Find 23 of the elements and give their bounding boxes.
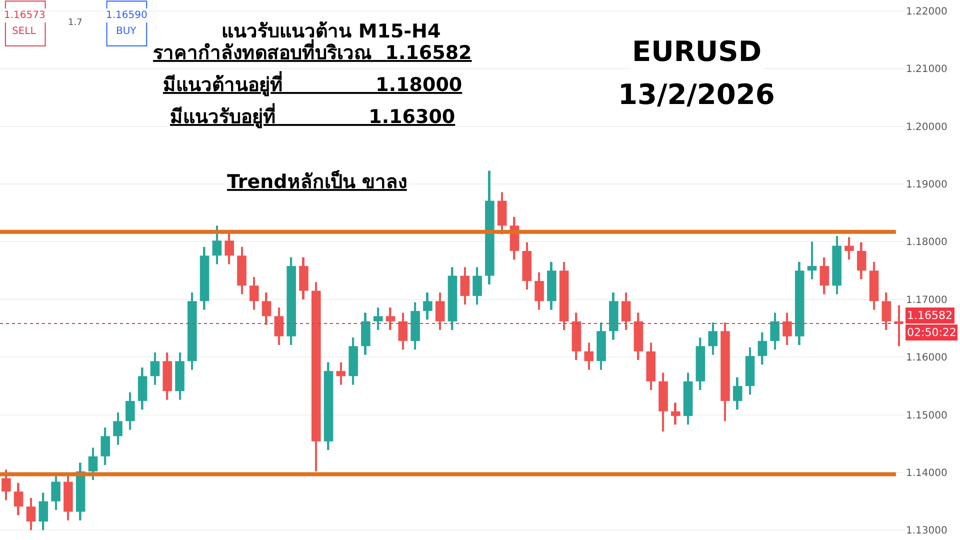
ref-line-label: 1.16582 bbox=[907, 309, 952, 322]
y-tick-label: 1.21000 bbox=[906, 64, 948, 76]
y-tick-label: 1.20000 bbox=[906, 122, 948, 133]
y-tick-label: 1.17000 bbox=[906, 294, 948, 306]
y-tick-label: 1.19000 bbox=[906, 180, 948, 191]
y-tick-label: 1.13000 bbox=[906, 526, 948, 537]
annotation: 1.7 bbox=[68, 18, 82, 28]
annotation: BUY bbox=[116, 26, 138, 37]
y-tick-label: 1.22000 bbox=[906, 6, 948, 18]
annotation: 1.16590 bbox=[106, 10, 148, 21]
annotation: SELL bbox=[12, 26, 36, 37]
annotation: 1.16573 bbox=[4, 10, 46, 21]
y-tick-label: 1.16000 bbox=[906, 352, 948, 364]
annotation: มีแนวรับอยู่ที่ 1.16300 bbox=[170, 103, 456, 129]
annotation: Trendหลักเป็น ขาลง bbox=[227, 169, 407, 193]
y-tick-label: 1.18000 bbox=[906, 237, 948, 248]
annotation: EURUSD bbox=[632, 35, 762, 68]
annotation: ราคากำลังทดสอบที่บริเวณ 1.16582 bbox=[153, 39, 472, 64]
y-tick-label: 1.15000 bbox=[906, 410, 948, 422]
y-tick-label: 1.14000 bbox=[906, 468, 948, 479]
annotation: 13/2/2026 bbox=[618, 78, 775, 111]
annotation: มีแนวต้านอยู่ที่ 1.18000 bbox=[163, 71, 462, 97]
text: 02:50:22 bbox=[907, 326, 956, 339]
